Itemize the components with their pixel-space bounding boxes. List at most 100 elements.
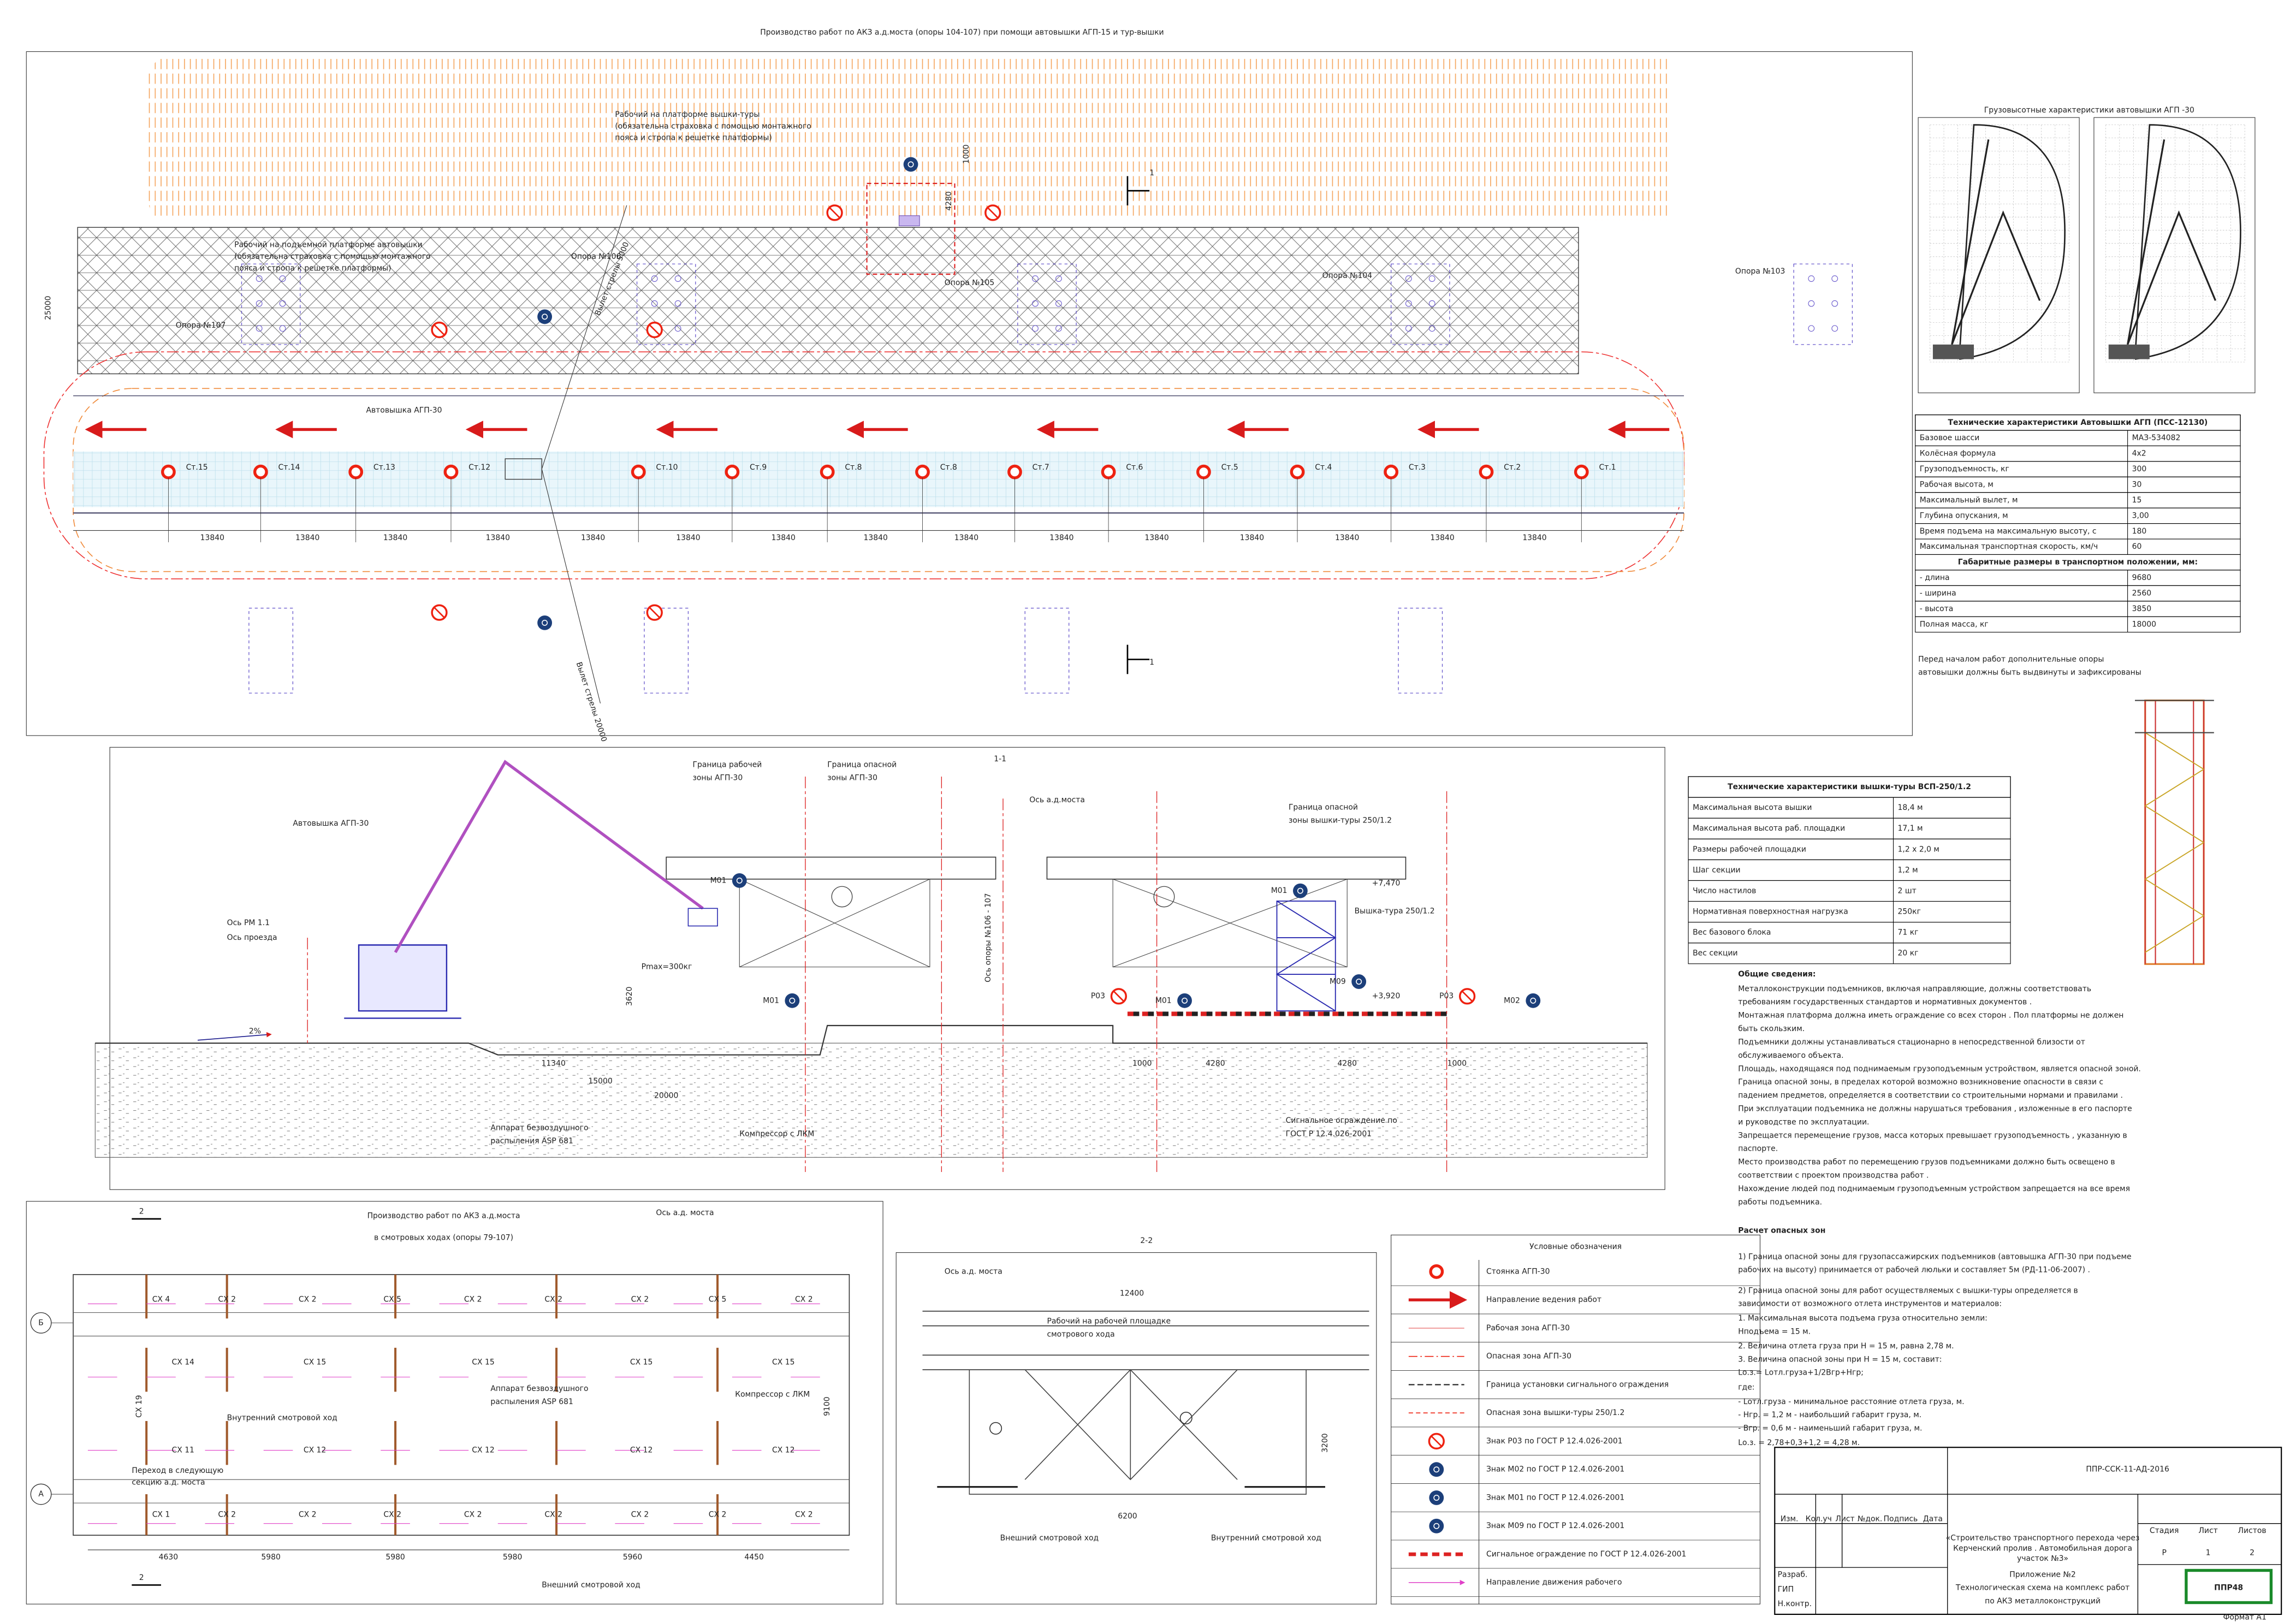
cell-label: СХ 2 xyxy=(631,1511,649,1519)
section-title: Производство работ по АКЗ а.д.моста xyxy=(367,1212,520,1221)
note-line: - Lотл.груза - минимальное расстояние от… xyxy=(1738,1398,1964,1406)
legend-symbol xyxy=(1429,1264,1444,1279)
station xyxy=(1101,464,1116,480)
station-label: Ст.7 xyxy=(1033,463,1049,472)
section-label: Ось опоры №106 - 107 xyxy=(984,893,993,982)
cell-label: СХ 2 xyxy=(299,1511,317,1519)
logo: ППР48 xyxy=(2214,1584,2243,1593)
role: Разраб. xyxy=(1778,1571,1808,1579)
span-dimension: 13840 xyxy=(295,534,319,542)
span-dimension: 13840 xyxy=(1522,534,1546,542)
note-line: Место производства работ по перемещению … xyxy=(1738,1158,2115,1167)
note-line: зависимости от возможного отлета инструм… xyxy=(1738,1299,2002,1308)
span-dimension: 13840 xyxy=(1240,534,1264,542)
section-label: 2% xyxy=(249,1027,261,1036)
bolt xyxy=(1405,300,1412,307)
note-line: паспорте. xyxy=(1738,1145,1778,1153)
column-head: Кол.уч xyxy=(1806,1515,1832,1524)
section-cut xyxy=(1126,176,1150,674)
bolt xyxy=(1405,325,1412,332)
cell-label: СХ 12 xyxy=(472,1446,494,1455)
tower-zone xyxy=(866,182,956,275)
project-name: участок №3» xyxy=(2017,1554,2068,1563)
pier-label: Опора №103 xyxy=(1735,267,1785,276)
table-cell: Нормативная поверхностная нагрузка xyxy=(1693,908,1848,916)
table-row xyxy=(1915,616,2241,633)
note-line: Металлоконструкции подъемников, включая … xyxy=(1738,985,2091,993)
sign-label: Р03 xyxy=(1439,992,1453,1001)
sign-label: М01 xyxy=(1271,886,1288,895)
span-dimension: 13840 xyxy=(383,534,407,542)
note-line: 3. Величина опасной зоны при Н = 15 м, с… xyxy=(1738,1355,1942,1364)
chart-frame xyxy=(1918,117,2080,393)
lane xyxy=(73,451,1684,507)
station xyxy=(1479,464,1494,480)
station-label: Ст.6 xyxy=(1126,463,1143,472)
legend-label: Знак М09 по ГОСТ Р 12.4.026-2001 xyxy=(1486,1522,1624,1530)
dimension: 25000 xyxy=(44,296,52,320)
table-cell: Рабочая высота, м xyxy=(1920,481,1994,489)
section-1-drawing xyxy=(94,760,1648,1173)
bolt xyxy=(651,300,658,307)
cell-label: СХ 11 xyxy=(171,1446,194,1455)
span-dimension: 13840 xyxy=(864,534,888,542)
table-cell: 2560 xyxy=(2132,589,2151,597)
cell-label: СХ 5 xyxy=(709,1295,727,1304)
station-label: Ст.14 xyxy=(278,463,300,472)
legend-label: Направление движения рабочего xyxy=(1486,1578,1622,1587)
table-cell: Максимальный вылет, м xyxy=(1920,496,2018,505)
table-cell: Вес базового блока xyxy=(1693,928,1771,937)
station-label: Ст.3 xyxy=(1409,463,1426,472)
table-cell: Время подъема на максимальную высоту, с xyxy=(1920,527,2097,536)
chart-title: Грузовысотные характеристики автовышки А… xyxy=(1984,106,2194,115)
table-cell: 30 xyxy=(2132,481,2142,489)
chart-frame xyxy=(2093,117,2256,393)
sign-p03-slash xyxy=(649,324,661,336)
sign-mandatory-icon xyxy=(789,997,796,1004)
table-cell: Вес секции xyxy=(1693,949,1738,958)
table-cell: Полная масса, кг xyxy=(1920,620,1989,629)
column-head: Дата xyxy=(1923,1515,1943,1524)
station xyxy=(161,464,176,480)
legend-label: Направление ведения работ xyxy=(1486,1295,1601,1304)
note-line: падением предметов, определяется в соотв… xyxy=(1738,1091,2123,1100)
note-line: работы подъемника. xyxy=(1738,1198,1822,1206)
title-block xyxy=(1774,1447,2282,1615)
table-cell: 17,1 м xyxy=(1898,824,1923,833)
note-line: соответствии с проектом производства раб… xyxy=(1738,1171,1929,1180)
callout: Компрессор с ЛКМ xyxy=(735,1390,810,1399)
section-label: Ось РМ 1.1 xyxy=(227,919,270,927)
note: (обязательна страховка с помощью монтажн… xyxy=(615,122,811,131)
cell-label: СХ 12 xyxy=(630,1446,652,1455)
hazard-zone xyxy=(146,56,1670,220)
sign-mandatory-icon xyxy=(1182,997,1188,1004)
sign-label: М01 xyxy=(763,996,779,1005)
table-cell: 2 шт xyxy=(1898,886,1917,895)
station xyxy=(1574,464,1589,480)
note-line: 1. Максимальная высота подъема груза отн… xyxy=(1738,1314,1988,1323)
sign-p03-slash xyxy=(434,324,445,336)
bolt xyxy=(1808,300,1815,307)
cell-label: СХ 2 xyxy=(299,1295,317,1304)
span-dimension: 13840 xyxy=(581,534,605,542)
callout: Внешний смотровой ход xyxy=(1000,1534,1099,1542)
bolt xyxy=(674,325,681,332)
bolt xyxy=(1055,275,1062,282)
bolt xyxy=(256,325,263,332)
bridge-deck xyxy=(77,227,1579,375)
station xyxy=(1007,464,1022,480)
note-line: При эксплуатации подъемника не должны на… xyxy=(1738,1104,2132,1113)
chart-truck xyxy=(1932,344,1974,359)
sign-mandatory xyxy=(1429,1490,1444,1505)
note-line: Запрещается перемещение грузов, масса ко… xyxy=(1738,1131,2127,1140)
callout: распыления ASP 681 xyxy=(490,1398,573,1406)
cell-label: СХ 2 xyxy=(795,1295,813,1304)
project-name: «Строительство транспортного перехода че… xyxy=(1946,1534,2140,1542)
dimension: 6200 xyxy=(1118,1512,1137,1520)
boom-lines xyxy=(541,205,627,704)
legend-label: Сигнальное ограждение по ГОСТ Р 12.4.026… xyxy=(1486,1550,1686,1559)
section-label: Аппарат безвоздушного xyxy=(490,1124,588,1133)
bolt xyxy=(279,300,286,307)
